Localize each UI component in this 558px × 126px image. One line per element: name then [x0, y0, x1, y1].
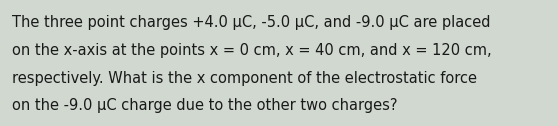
Text: on the x-axis at the points x = 0 cm, x = 40 cm, and x = 120 cm,: on the x-axis at the points x = 0 cm, x …: [12, 43, 492, 58]
Text: The three point charges +4.0 μC, -5.0 μC, and -9.0 μC are placed: The three point charges +4.0 μC, -5.0 μC…: [12, 15, 491, 30]
Text: respectively. What is the x component of the electrostatic force: respectively. What is the x component of…: [12, 71, 477, 86]
Text: on the -9.0 μC charge due to the other two charges?: on the -9.0 μC charge due to the other t…: [12, 98, 398, 113]
